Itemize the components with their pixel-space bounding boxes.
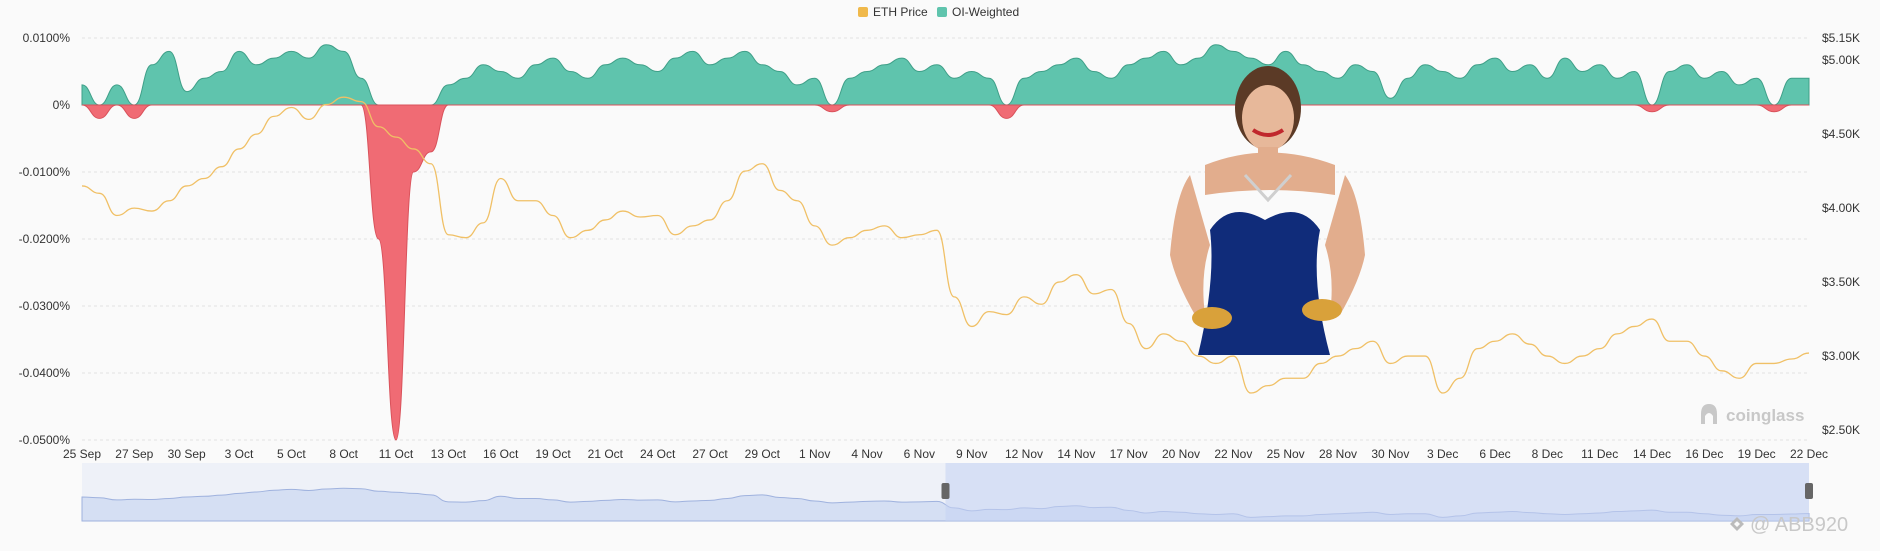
x-tick-label: 28 Nov [1319, 447, 1357, 461]
oi-weighted-negative-area [81, 104, 1809, 441]
x-tick-label: 16 Oct [483, 447, 519, 461]
y-right-tick-label: $2.50K [1822, 423, 1860, 437]
y-right-tick-label: $5.00K [1822, 53, 1860, 67]
x-tick-label: 30 Sep [168, 447, 206, 461]
legend-label-eth-price: ETH Price [873, 5, 928, 19]
author-watermark-text: @ ABB920 [1750, 514, 1848, 536]
x-tick-label: 17 Nov [1110, 447, 1148, 461]
x-tick-label: 14 Dec [1633, 447, 1671, 461]
navigator-selected-window[interactable] [945, 463, 1810, 521]
x-axis: 25 Sep 27 Sep 30 Sep 3 Oct 5 Oct 8 Oct 11 Oct 1… [63, 447, 1828, 461]
legend-swatch-oi-weighted [937, 7, 947, 17]
x-tick-label: 21 Oct [588, 447, 624, 461]
x-tick-label: 22 Dec [1790, 447, 1828, 461]
y-left-tick-label: -0.0100% [19, 165, 71, 179]
x-tick-label: 20 Nov [1162, 447, 1200, 461]
coinglass-watermark-text: coinglass [1726, 406, 1804, 425]
y-right-tick-label: $3.50K [1822, 275, 1860, 289]
x-tick-label: 11 Oct [379, 447, 414, 461]
y-left-tick-label: 0.0100% [23, 31, 71, 45]
oi-weighted-positive-area [81, 44, 1810, 106]
x-tick-label: 3 Dec [1427, 447, 1458, 461]
y-right-tick-label: $4.50K [1822, 127, 1860, 141]
legend-label-oi-weighted: OI-Weighted [952, 5, 1019, 19]
navigator-handle-right[interactable] [1805, 483, 1813, 499]
x-tick-label: 29 Oct [745, 447, 781, 461]
x-tick-label: 4 Nov [851, 447, 882, 461]
x-tick-label: 9 Nov [956, 447, 987, 461]
x-tick-label: 27 Sep [115, 447, 153, 461]
y-right-tick-label: $3.00K [1822, 349, 1860, 363]
author-watermark: @ ABB920 [1730, 514, 1848, 536]
y-right-tick-label: $4.00K [1822, 201, 1860, 215]
x-tick-label: 6 Dec [1479, 447, 1510, 461]
x-tick-label: 19 Oct [535, 447, 571, 461]
x-tick-label: 24 Oct [640, 447, 676, 461]
x-tick-label: 16 Dec [1685, 447, 1723, 461]
x-tick-label: 11 Dec [1581, 447, 1618, 461]
y-right-tick-label: $5.15K [1822, 31, 1860, 45]
x-tick-label: 1 Nov [799, 447, 830, 461]
coinglass-watermark: coinglass [1701, 404, 1804, 425]
x-tick-label: 19 Dec [1738, 447, 1776, 461]
y-left-tick-label: -0.0200% [19, 232, 71, 246]
x-tick-label: 8 Dec [1532, 447, 1563, 461]
x-tick-label: 3 Oct [225, 447, 254, 461]
legend[interactable]: ETH Price OI-Weighted [858, 5, 1019, 19]
x-tick-label: 12 Nov [1005, 447, 1043, 461]
x-tick-label: 5 Oct [277, 447, 306, 461]
range-navigator[interactable] [81, 463, 1813, 522]
coinglass-logo-icon [1701, 404, 1717, 424]
navigator-handle-left[interactable] [941, 483, 950, 499]
y-axis-left: 0.0100% 0% -0.0100% -0.0200% -0.0300% -0.0400… [19, 31, 71, 447]
x-tick-label: 6 Nov [904, 447, 935, 461]
y-left-tick-label: -0.0300% [19, 299, 71, 313]
x-tick-label: 8 Oct [329, 447, 358, 461]
x-tick-label: 27 Oct [692, 447, 728, 461]
y-left-tick-label: -0.0400% [19, 366, 71, 380]
binance-logo-icon [1730, 517, 1744, 531]
x-tick-label: 25 Sep [63, 447, 101, 461]
x-tick-label: 25 Nov [1267, 447, 1305, 461]
y-left-tick-label: -0.0500% [19, 433, 71, 447]
x-tick-label: 30 Nov [1371, 447, 1409, 461]
x-tick-label: 14 Nov [1057, 447, 1095, 461]
y-left-tick-label: 0% [53, 98, 71, 112]
x-tick-label: 13 Oct [431, 447, 467, 461]
woman-in-blue-dress-image [1170, 66, 1365, 355]
eth-price-line [81, 96, 1810, 394]
legend-swatch-eth-price [858, 7, 868, 17]
x-tick-label: 22 Nov [1214, 447, 1252, 461]
y-axis-right: $5.15K $5.00K $4.50K $4.00K $3.50K $3.00K $2.5… [1822, 31, 1860, 437]
